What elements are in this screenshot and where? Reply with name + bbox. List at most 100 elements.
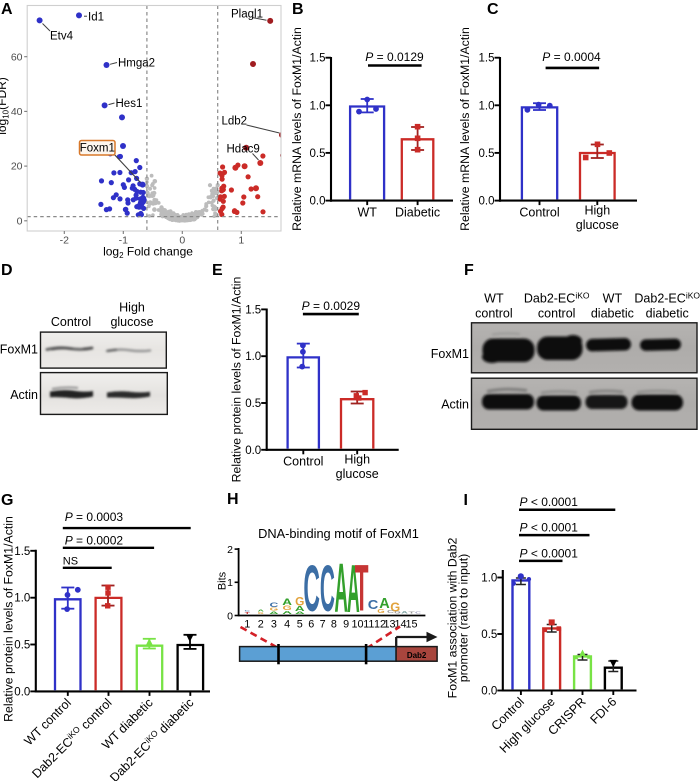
svg-text:Ldb2: Ldb2 xyxy=(222,116,248,128)
svg-text:7: 7 xyxy=(320,619,326,631)
svg-text:WT: WT xyxy=(484,292,504,306)
svg-text:13: 13 xyxy=(383,619,395,631)
svg-text:1.5: 1.5 xyxy=(479,53,495,65)
svg-text:log10(FDR): log10(FDR) xyxy=(0,77,11,135)
svg-text:NS: NS xyxy=(63,555,78,567)
svg-text:0.5: 0.5 xyxy=(245,398,261,410)
svg-text:log2 Fold change: log2 Fold change xyxy=(103,245,193,261)
svg-text:Etv4: Etv4 xyxy=(50,31,74,43)
svg-text:Relative mRNA levels of FoxM1/: Relative mRNA levels of FoxM1/Actin xyxy=(290,27,304,231)
svg-text:Actin: Actin xyxy=(441,398,469,412)
svg-text:P = 0.0004: P = 0.0004 xyxy=(542,50,601,64)
svg-text:6: 6 xyxy=(308,619,314,631)
svg-text:I: I xyxy=(464,492,468,509)
svg-text:A: A xyxy=(379,596,390,612)
svg-text:control: control xyxy=(475,307,513,321)
svg-text:0.0: 0.0 xyxy=(310,196,326,208)
svg-text:Relative mRNA levels of FoxM1/: Relative mRNA levels of FoxM1/Actin xyxy=(458,27,472,231)
svg-text:G: G xyxy=(270,607,279,612)
svg-text:FoxM1 association with Dab2: FoxM1 association with Dab2 xyxy=(446,538,460,699)
svg-text:Hdac9: Hdac9 xyxy=(227,144,260,156)
svg-text:G: G xyxy=(377,608,385,614)
svg-text:WT: WT xyxy=(603,292,623,306)
svg-text:Bits: Bits xyxy=(217,571,229,590)
svg-text:Diabetic: Diabetic xyxy=(395,206,440,220)
svg-text:T: T xyxy=(355,552,369,626)
svg-text:0: 0 xyxy=(227,610,233,622)
svg-text:A: A xyxy=(1,1,13,18)
svg-text:Control: Control xyxy=(519,206,559,220)
svg-text:A: A xyxy=(269,611,279,615)
svg-text:5: 5 xyxy=(297,619,303,631)
svg-text:1: 1 xyxy=(227,577,233,589)
svg-text:15: 15 xyxy=(405,619,417,631)
svg-text:1.0: 1.0 xyxy=(310,100,326,112)
svg-text:60: 60 xyxy=(11,51,23,63)
svg-text:-2: -2 xyxy=(60,235,69,247)
svg-text:Dab2-ECiKO: Dab2-ECiKO xyxy=(634,291,700,306)
svg-text:C: C xyxy=(387,609,395,614)
svg-text:40: 40 xyxy=(11,106,23,118)
svg-text:1.5: 1.5 xyxy=(310,53,326,65)
svg-text:A: A xyxy=(282,598,293,608)
svg-text:P < 0.0001: P < 0.0001 xyxy=(520,546,579,560)
svg-text:G: G xyxy=(390,600,400,614)
svg-text:G: G xyxy=(282,605,291,612)
svg-text:0.0: 0.0 xyxy=(14,686,30,698)
svg-text:8: 8 xyxy=(331,619,337,631)
svg-text:High: High xyxy=(119,301,145,315)
svg-text:Actin: Actin xyxy=(10,388,38,402)
svg-text:A: A xyxy=(347,551,360,628)
svg-text:-1: -1 xyxy=(119,235,128,247)
svg-text:G: G xyxy=(394,611,400,615)
svg-text:1.5: 1.5 xyxy=(245,304,261,316)
svg-text:G: G xyxy=(295,594,304,608)
svg-text:Control: Control xyxy=(51,315,91,329)
svg-text:3: 3 xyxy=(271,619,277,631)
svg-text:G: G xyxy=(258,612,265,615)
svg-text:0.0: 0.0 xyxy=(481,686,497,698)
svg-text:1.5: 1.5 xyxy=(14,546,30,558)
svg-text:diabetic: diabetic xyxy=(591,307,634,321)
svg-text:0.0: 0.0 xyxy=(479,196,495,208)
svg-text:P = 0.0129: P = 0.0129 xyxy=(365,50,424,64)
svg-text:0.5: 0.5 xyxy=(14,640,30,652)
svg-text:0: 0 xyxy=(17,215,23,227)
svg-text:20: 20 xyxy=(11,161,23,173)
svg-text:Relative protein levels of Fox: Relative protein levels of FoxM1/Actin xyxy=(2,516,16,722)
svg-text:control: control xyxy=(538,307,576,321)
svg-text:E: E xyxy=(212,262,223,279)
svg-text:12: 12 xyxy=(374,619,386,631)
svg-text:A: A xyxy=(295,605,305,613)
svg-text:Control: Control xyxy=(283,455,323,469)
svg-text:0.5: 0.5 xyxy=(479,148,495,160)
svg-text:C: C xyxy=(415,611,422,614)
svg-text:glucose: glucose xyxy=(110,315,153,329)
svg-text:glucose: glucose xyxy=(336,467,379,481)
svg-text:diabetic: diabetic xyxy=(646,307,689,321)
svg-text:1.0: 1.0 xyxy=(14,593,30,605)
svg-text:0.0: 0.0 xyxy=(245,445,261,457)
svg-text:A: A xyxy=(401,611,408,614)
svg-text:F: F xyxy=(464,262,474,279)
svg-text:1.0: 1.0 xyxy=(481,573,497,585)
svg-text:2: 2 xyxy=(258,619,264,631)
svg-text:10: 10 xyxy=(351,619,363,631)
svg-text:WT: WT xyxy=(357,206,377,220)
svg-text:C: C xyxy=(320,553,335,626)
svg-text:P < 0.0001: P < 0.0001 xyxy=(520,521,579,535)
svg-text:FDI-6: FDI-6 xyxy=(587,695,619,727)
svg-text:glucose: glucose xyxy=(576,218,619,232)
svg-text:Relative protein levels of Fox: Relative protein levels of FoxM1/Actin xyxy=(230,276,244,482)
svg-text:Hmga2: Hmga2 xyxy=(118,57,155,69)
svg-text:FoxM1: FoxM1 xyxy=(431,347,469,361)
svg-text:1.0: 1.0 xyxy=(479,100,495,112)
svg-text:T: T xyxy=(408,611,415,615)
svg-text:1: 1 xyxy=(244,619,250,631)
svg-text:C: C xyxy=(245,610,251,612)
svg-text:0: 0 xyxy=(179,235,185,247)
svg-text:Dab2: Dab2 xyxy=(407,651,427,660)
svg-text:C: C xyxy=(368,597,379,612)
svg-text:P = 0.0003: P = 0.0003 xyxy=(65,510,124,524)
svg-text:H: H xyxy=(227,491,239,508)
